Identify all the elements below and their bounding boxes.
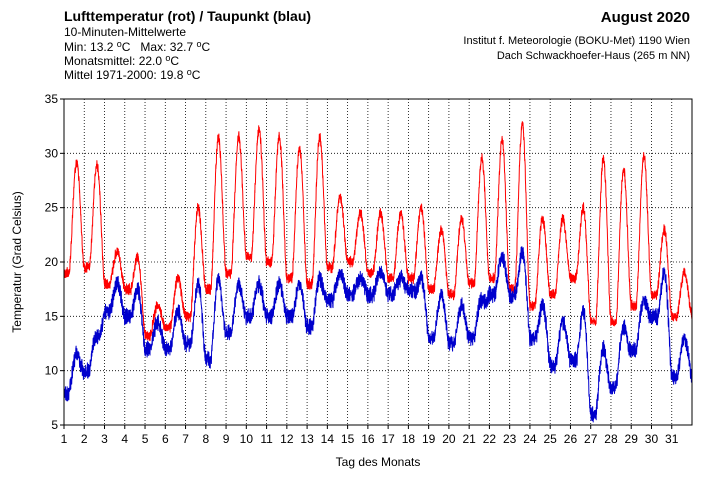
x-tick-label: 1 <box>61 432 68 446</box>
x-tick-label: 11 <box>260 432 273 446</box>
x-axis-label: Tag des Monats <box>336 455 421 469</box>
unit-label: C <box>201 40 211 54</box>
min-value: 13.2 <box>90 40 114 54</box>
monthly-mean-stats: Monatsmittel: 22.0 oC <box>64 53 180 68</box>
x-tick-label: 9 <box>223 432 230 446</box>
x-tick-label: 2 <box>81 432 88 446</box>
climate-mean-value: 19.8 <box>160 68 184 82</box>
degree-mark: o <box>165 53 171 63</box>
x-tick-label: 27 <box>584 432 598 446</box>
x-tick-label: 21 <box>462 432 476 446</box>
x-tick-label: 31 <box>665 432 679 446</box>
x-tick-label: 22 <box>483 432 497 446</box>
x-tick-label: 6 <box>162 432 169 446</box>
x-tick-label: 26 <box>564 432 578 446</box>
x-tick-label: 23 <box>503 432 517 446</box>
y-tick-label: 15 <box>45 309 59 323</box>
x-tick-label: 29 <box>625 432 639 446</box>
series-layer <box>63 121 693 423</box>
x-tick-label: 10 <box>240 432 254 446</box>
max-value: 32.7 <box>169 40 194 54</box>
x-tick-label: 3 <box>101 432 108 446</box>
x-tick-label: 17 <box>381 432 395 446</box>
x-tick-label: 20 <box>442 432 456 446</box>
axis-ticks: 1 2 3 4 5 6 7 8 9 10 11 12 13 14 15 16 17 18 19 20 21 22 23 24 2… <box>45 92 679 446</box>
chart-subtitle: 10-Minuten-Mittelwerte <box>64 25 187 39</box>
min-label: Min: <box>64 40 87 54</box>
dewpoint-series-line <box>63 246 693 423</box>
degree-mark: o <box>186 67 192 77</box>
x-tick-label: 18 <box>402 432 416 446</box>
y-tick-label: 30 <box>45 146 59 160</box>
y-axis-label: Temperatur (Grad Celsius) <box>10 191 24 332</box>
x-tick-label: 4 <box>121 432 128 446</box>
x-tick-label: 24 <box>523 432 537 446</box>
y-tick-label: 25 <box>45 201 59 215</box>
unit-label: C <box>170 54 180 68</box>
x-tick-label: 30 <box>645 432 659 446</box>
x-tick-label: 12 <box>280 432 294 446</box>
y-tick-label: 10 <box>45 364 59 378</box>
x-tick-label: 7 <box>182 432 189 446</box>
y-tick-label: 35 <box>45 92 59 106</box>
unit-label: C <box>191 68 201 82</box>
period-title: August 2020 <box>600 9 690 26</box>
x-tick-label: 15 <box>341 432 355 446</box>
degree-mark: o <box>196 39 202 49</box>
institute-line: Institut f. Meteorologie (BOKU-Met) 1190… <box>463 35 690 47</box>
min-max-stats: Min: 13.2 oC Max: 32.7 oC <box>64 39 211 54</box>
x-tick-label: 14 <box>321 432 335 446</box>
plot-frame <box>63 98 693 426</box>
monthly-mean-label: Monatsmittel: <box>64 54 136 68</box>
y-tick-label: 20 <box>45 255 59 269</box>
x-tick-label: 16 <box>361 432 375 446</box>
chart-title: Lufttemperatur (rot) / Taupunkt (blau) <box>64 8 312 24</box>
y-tick-label: 5 <box>51 418 58 432</box>
x-tick-label: 25 <box>544 432 558 446</box>
x-tick-label: 13 <box>300 432 314 446</box>
grid <box>64 99 692 425</box>
monthly-mean-value: 22.0 <box>138 54 163 68</box>
climate-mean-label: Mittel 1971-2000: <box>64 68 157 82</box>
x-tick-label: 19 <box>422 432 436 446</box>
climate-mean-stats: Mittel 1971-2000: 19.8 oC <box>64 67 201 82</box>
x-tick-label: 8 <box>202 432 209 446</box>
max-label: Max: <box>140 40 167 54</box>
x-tick-label: 5 <box>142 432 149 446</box>
unit-label: C <box>121 40 131 54</box>
degree-mark: o <box>116 39 122 49</box>
x-tick-label: 28 <box>604 432 618 446</box>
temperature-series-line <box>63 121 693 342</box>
station-line: Dach Schwackhoefer-Haus (265 m NN) <box>496 50 690 62</box>
